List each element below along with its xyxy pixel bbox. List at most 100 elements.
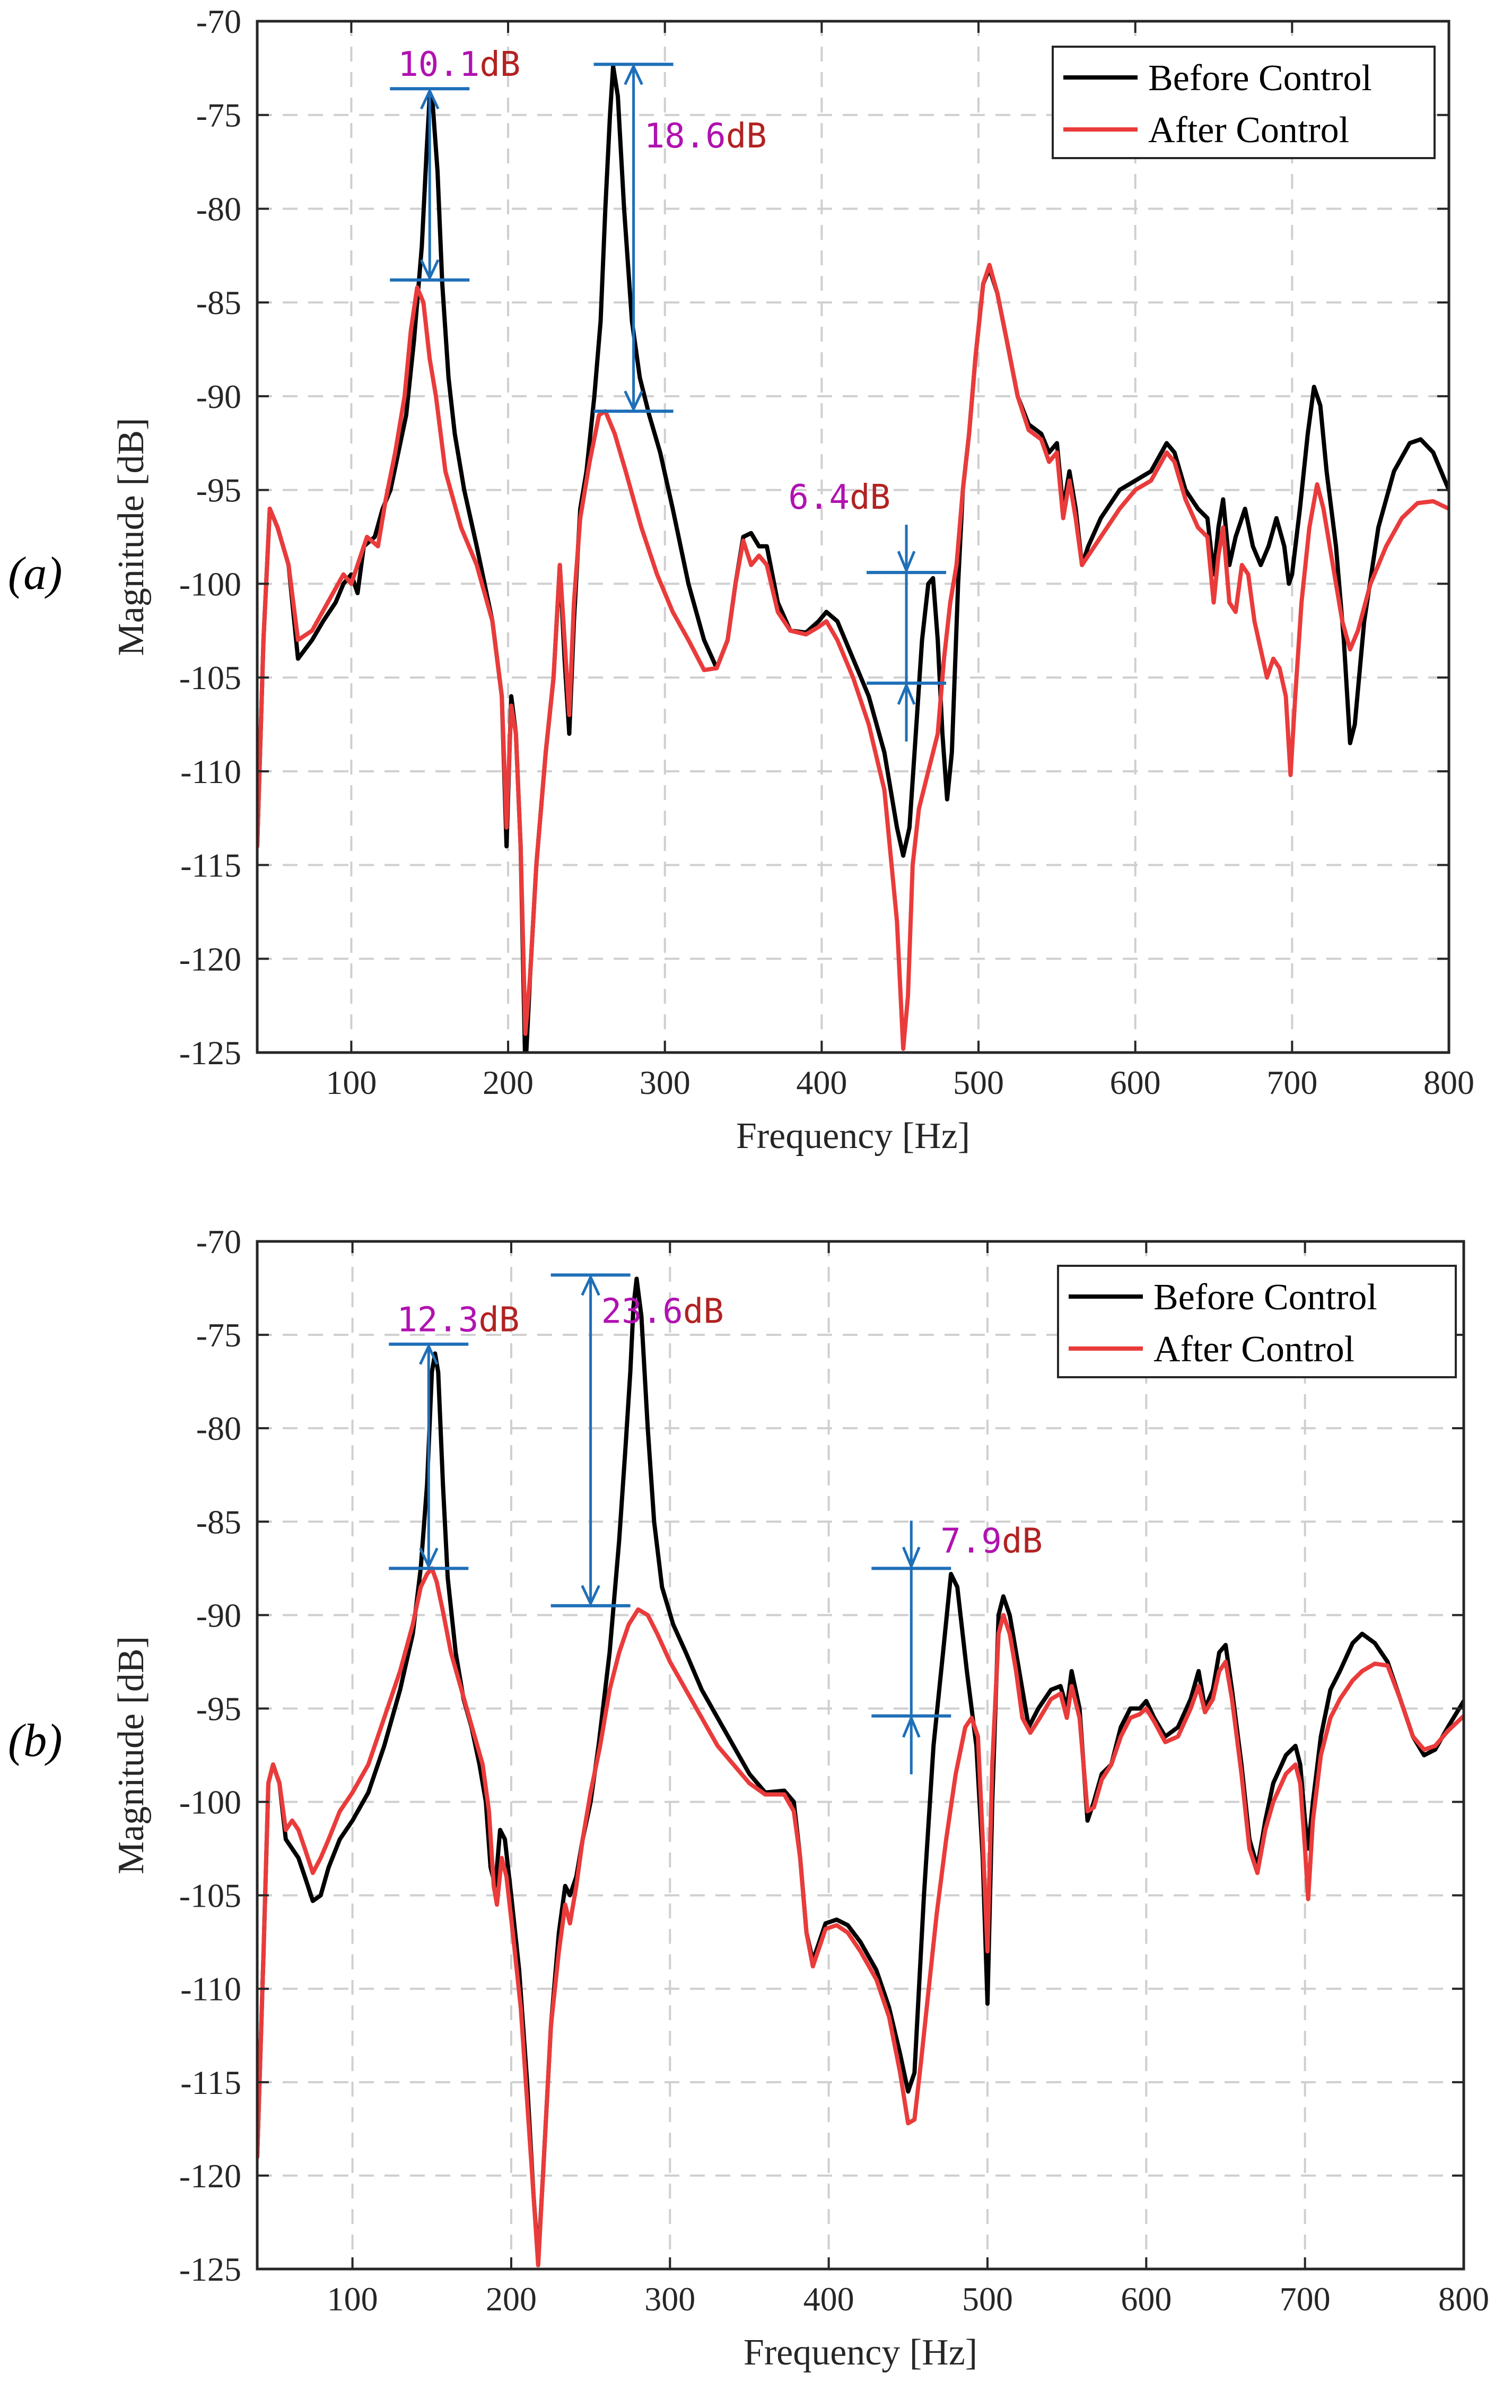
arrowhead-down [419, 1548, 439, 1570]
annotation-unit: dB [683, 1292, 724, 1331]
arrowhead-up [419, 88, 440, 110]
y-tick-label: -90 [196, 1596, 241, 1634]
annotation-label: 12.3dB [397, 1301, 519, 1340]
x-tick-label: 300 [640, 1064, 691, 1101]
y-tick-label: -85 [196, 1503, 241, 1541]
x-tick-label: 700 [1280, 2280, 1331, 2318]
annotation-label: 6.4dB [788, 478, 890, 517]
series-line-after-control [257, 263, 1449, 1051]
x-tick-label: 200 [483, 1064, 534, 1101]
y-tick-label: -125 [179, 2250, 241, 2288]
arrowhead-up [419, 1343, 439, 1365]
x-tick-label: 200 [486, 2280, 537, 2318]
y-tick-label: -110 [180, 1970, 241, 2008]
y-tick-label: -105 [179, 659, 241, 697]
x-tick-label: 400 [803, 2280, 854, 2318]
panel-label: (a) [8, 548, 63, 599]
y-tick-label: -125 [179, 1034, 241, 1072]
x-axis-label: Frequency [Hz] [736, 1116, 970, 1157]
y-tick-label: -100 [179, 565, 241, 603]
reduction-annotation: 23.6dB [550, 1273, 724, 1607]
series-line-before-control [257, 64, 1449, 1053]
y-tick-label: -95 [196, 1690, 241, 1727]
annotation-label: 18.6dB [644, 117, 767, 156]
x-tick-label: 400 [796, 1064, 847, 1101]
arrowhead-up [897, 682, 916, 705]
arrowhead-down [897, 551, 916, 574]
x-tick-label: 700 [1266, 1064, 1317, 1101]
legend-box [1052, 46, 1436, 159]
reduction-annotation: 7.9dB [871, 1520, 1043, 1775]
annotation-unit: dB [1002, 1522, 1043, 1561]
x-tick-label: 600 [1121, 2280, 1172, 2318]
arrowhead-down [419, 259, 440, 281]
x-tick-label: 600 [1110, 1064, 1161, 1101]
legend: Before Control After Control [1052, 46, 1436, 159]
y-tick-label: -70 [196, 3, 241, 40]
annotation-value: 6.4 [788, 478, 850, 517]
y-axis-label: Magnitude [dB] [111, 418, 152, 656]
reduction-annotation: 18.6dB [593, 63, 767, 413]
x-tick-label: 300 [644, 2280, 695, 2318]
arrowhead-down [581, 1585, 600, 1607]
axes-frame [256, 20, 1450, 1054]
legend-box [1057, 1265, 1457, 1378]
x-tick-label: 800 [1423, 1064, 1474, 1101]
arrowhead-up [581, 1274, 600, 1296]
arrowhead-up [624, 63, 643, 85]
x-tick-label: 100 [327, 2280, 378, 2318]
plot-area [257, 1241, 1464, 2269]
annotation-unit: dB [726, 117, 767, 156]
series-line-after-control [257, 1566, 1464, 2267]
annotation-value: 12.3 [397, 1301, 478, 1340]
series-group [257, 1276, 1464, 2267]
y-tick-label: -70 [196, 1223, 241, 1260]
annotation-value: 23.6 [601, 1292, 683, 1331]
panel-label: (b) [8, 1715, 63, 1767]
y-tick-label: -100 [179, 1784, 241, 1821]
y-tick-label: -105 [179, 1877, 241, 1915]
annotation-label: 23.6dB [601, 1292, 724, 1331]
annotation-unit: dB [479, 45, 520, 84]
y-axis-label: Magnitude [dB] [111, 1636, 152, 1874]
annotation-label: 7.9dB [940, 1522, 1043, 1561]
annotation-value: 10.1 [398, 45, 479, 84]
y-tick-label: -95 [196, 472, 241, 509]
x-tick-label: 500 [962, 2280, 1013, 2318]
legend-label: Before Control [1148, 58, 1372, 99]
arrowhead-down [902, 1546, 921, 1570]
y-tick-label: -75 [196, 97, 241, 134]
annotation-unit: dB [850, 478, 890, 517]
y-tick-label: -90 [196, 378, 241, 415]
y-tick-label: -75 [196, 1316, 241, 1354]
y-tick-label: -115 [180, 2064, 241, 2101]
y-tick-label: -120 [179, 940, 241, 978]
y-tick-label: -110 [180, 753, 241, 790]
annotation-value: 18.6 [644, 117, 726, 156]
x-axis-label: Frequency [Hz] [744, 2332, 977, 2373]
y-tick-label: -85 [196, 284, 241, 321]
series-group [257, 64, 1449, 1053]
x-tick-label: 800 [1438, 2280, 1489, 2318]
y-tick-label: -80 [196, 190, 241, 228]
reduction-annotation: 12.3dB [389, 1301, 519, 1570]
axes-frame [256, 1240, 1465, 2271]
annotation-unit: dB [478, 1301, 519, 1340]
reduction-annotation: 6.4dB [788, 478, 947, 742]
legend-label: Before Control [1153, 1277, 1377, 1318]
arrowhead-down [624, 390, 643, 413]
reduction-annotation: 10.1dB [390, 45, 520, 282]
annotation-label: 10.1dB [398, 45, 520, 84]
legend: Before Control After Control [1057, 1265, 1457, 1378]
arrowhead-up [902, 1715, 921, 1738]
x-tick-label: 100 [326, 1064, 377, 1101]
legend-label: After Control [1148, 110, 1349, 151]
y-tick-label: -120 [179, 2157, 241, 2195]
y-tick-label: -115 [180, 847, 241, 884]
annotation-value: 7.9 [940, 1522, 1002, 1561]
y-tick-label: -80 [196, 1410, 241, 1447]
x-tick-label: 500 [953, 1064, 1004, 1101]
